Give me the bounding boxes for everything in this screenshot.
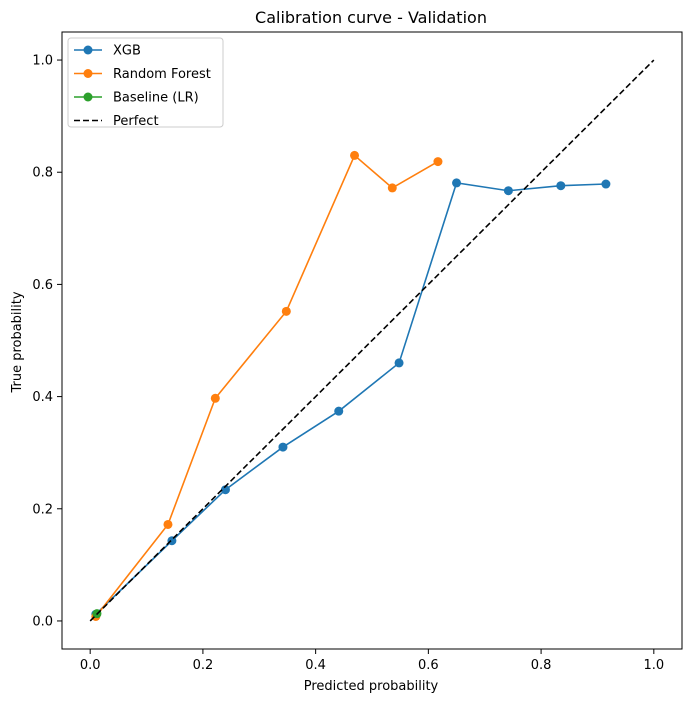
- y-tick-label-5: 1.0: [32, 54, 53, 69]
- point-xgb-7: [503, 186, 513, 196]
- legend-marker-baseline-lr: [83, 92, 93, 102]
- point-xgb-3: [278, 442, 288, 452]
- x-axis-label: Predicted probability: [304, 679, 439, 694]
- y-tick-label-4: 0.8: [32, 166, 53, 181]
- x-tick-label-2: 0.4: [305, 658, 326, 673]
- x-tick-label-5: 1.0: [643, 658, 664, 673]
- legend-label-xgb: XGB: [113, 44, 141, 59]
- point-random-forest-1: [163, 519, 173, 529]
- legend: XGB Random Forest Baseline (LR) Perfect: [67, 37, 224, 129]
- legend-marker-xgb: [83, 45, 93, 55]
- point-random-forest-6: [433, 157, 443, 167]
- point-random-forest-4: [350, 150, 360, 160]
- chart-title: Calibration curve - Validation: [255, 8, 487, 27]
- y-tick-label-1: 0.2: [32, 502, 53, 517]
- y-tick-label-2: 0.4: [32, 390, 53, 405]
- legend-marker-random-forest: [83, 69, 93, 78]
- point-xgb-9: [601, 179, 611, 189]
- y-tick-label-0: 0.0: [32, 614, 53, 629]
- point-xgb-4: [334, 406, 344, 416]
- y-tick-label-3: 0.6: [32, 278, 53, 293]
- legend-label-perfect: Perfect: [113, 114, 159, 129]
- x-tick-label-3: 0.6: [418, 658, 439, 673]
- point-xgb-5: [394, 358, 404, 368]
- plot-layer: [89, 59, 655, 622]
- point-random-forest-2: [210, 393, 220, 403]
- plot-frame: [61, 31, 683, 650]
- legend-box: [67, 37, 224, 128]
- point-xgb-2: [220, 485, 230, 495]
- point-random-forest-3: [281, 306, 291, 316]
- point-xgb-8: [556, 181, 566, 191]
- x-tick-label-0: 0.0: [80, 658, 101, 673]
- point-xgb-6: [452, 178, 462, 188]
- series-line-random-forest: [95, 154, 439, 617]
- y-axis-label: True probability: [10, 291, 25, 393]
- x-tick-label-1: 0.2: [193, 658, 214, 673]
- point-random-forest-5: [387, 183, 397, 193]
- series-line-perfect: [89, 59, 655, 622]
- axes-layer: 0.0 0.2 0.4 0.6 0.8 1.0 0.0 0.2 0.4 0.6 0.8 1.0: [32, 31, 683, 673]
- legend-label-random-forest: Random Forest: [113, 67, 211, 82]
- x-tick-label-4: 0.8: [531, 658, 552, 673]
- series-line-xgb: [95, 181, 606, 615]
- legend-label-baseline-lr: Baseline (LR): [113, 91, 199, 106]
